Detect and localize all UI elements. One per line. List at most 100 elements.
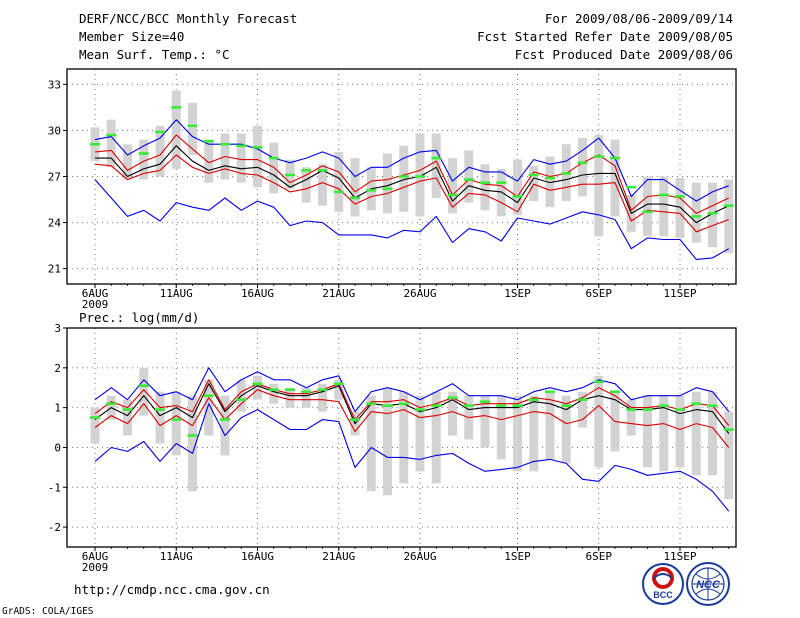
x-tick-label: 21AUG — [322, 550, 355, 563]
ensemble-box — [106, 119, 116, 168]
ensemble-box — [691, 391, 701, 476]
ensemble-box — [448, 391, 457, 436]
series-min-line — [94, 403, 730, 512]
ensemble-box — [383, 153, 392, 214]
ensemble-box — [513, 395, 522, 472]
series-max-line — [94, 367, 730, 413]
series-mean-line — [94, 383, 730, 434]
series-min-line — [94, 179, 730, 260]
temperature-panel: 21 24 27 30 33 6AUG 11AUG 16AUG 21AUG 26AUG 1SEP 6S… — [48, 68, 737, 311]
y-tick-label: 2 — [54, 362, 61, 375]
series-max-line — [94, 119, 729, 202]
ncc-logo-text: NCC — [696, 579, 721, 591]
ncc-logo: NCC — [686, 562, 730, 606]
ensemble-box — [236, 133, 246, 183]
source-url[interactable]: http://cmdp.ncc.cma.gov.cn — [74, 582, 270, 597]
ensemble-box — [464, 150, 474, 203]
series-sd-lower-line — [94, 154, 729, 233]
ensemble-box — [708, 391, 717, 476]
ensemble-box — [480, 395, 490, 448]
ensemble-box — [253, 125, 262, 188]
ensemble-box — [350, 158, 360, 217]
series-sd-lower-line — [94, 389, 730, 448]
ensemble-box — [155, 391, 165, 444]
x-tick-label: 6AUG — [82, 550, 109, 563]
series-mean-line — [95, 145, 730, 224]
ensemble-box — [171, 391, 181, 456]
ensemble-box — [610, 139, 620, 217]
x-tick-label: 11SEP — [663, 550, 696, 563]
x-tick-label: 11SEP — [663, 287, 696, 300]
ensemble-box — [545, 391, 555, 460]
ensemble-box — [431, 391, 441, 484]
ensemble-box — [675, 178, 685, 238]
ensemble-box — [366, 395, 376, 492]
ensemble-box — [675, 395, 685, 468]
ensemble-box — [496, 168, 506, 217]
y-tick-label: -1 — [48, 481, 61, 494]
ensemble-box — [594, 135, 604, 237]
x-year-label: 2009 — [82, 561, 109, 574]
ensemble-box — [415, 395, 425, 472]
ensemble-box — [318, 383, 327, 412]
ensemble-box — [155, 125, 165, 177]
ensemble-box — [578, 138, 587, 197]
x-tick-label: 11AUG — [160, 550, 193, 563]
x-tick-label: 11AUG — [160, 287, 193, 300]
ensemble-box — [480, 164, 490, 211]
ensemble-box — [301, 167, 311, 203]
ensemble-box — [171, 90, 181, 169]
ensemble-box — [724, 411, 734, 500]
ensemble-box — [708, 182, 717, 248]
ensemble-box — [383, 387, 392, 496]
chart-title: DERF/NCC/BCC Monthly Forecast — [79, 11, 297, 26]
ensemble-box — [220, 395, 230, 456]
x-tick-label: 16AUG — [241, 550, 274, 563]
ensemble-box — [594, 375, 604, 468]
ensemble-box — [318, 164, 327, 206]
plot-frame — [66, 68, 737, 285]
y-tick-label: 30 — [48, 124, 61, 137]
y-tick-label: 21 — [48, 263, 61, 276]
ensemble-box — [204, 379, 214, 436]
bcc-logo-text: BCC — [653, 590, 673, 600]
ensemble-box — [496, 395, 506, 460]
ensemble-box — [431, 133, 441, 198]
ensemble-box — [90, 407, 100, 444]
series-sd-upper-line — [94, 379, 730, 426]
ensemble-box — [123, 144, 132, 180]
ensemble-box — [253, 375, 262, 400]
y-tick-label: 33 — [48, 78, 61, 91]
ensemble-box — [399, 391, 409, 484]
ensemble-box — [513, 159, 522, 215]
ensemble-box — [561, 395, 571, 464]
forecast-period: For 2009/08/06-2009/09/14 — [545, 11, 733, 26]
ensemble-box — [529, 395, 539, 472]
ensemble-box — [626, 399, 636, 436]
ensemble-box — [545, 156, 555, 208]
y-tick-label: 0 — [54, 441, 61, 454]
ensemble-box — [285, 387, 295, 408]
ensemble-box — [301, 387, 311, 408]
series-sd-upper-line — [94, 134, 730, 214]
ensemble-box — [269, 383, 279, 404]
ensemble-box — [691, 182, 701, 243]
ensemble-box — [269, 142, 279, 194]
x-year-label: 2009 — [82, 298, 109, 311]
ensemble-box — [724, 179, 734, 254]
temp-variable-label: Mean Surf. Temp.: °C — [79, 47, 230, 62]
x-tick-label: 16AUG — [241, 287, 274, 300]
ensemble-box — [529, 165, 539, 202]
x-tick-label: 26AUG — [403, 287, 436, 300]
x-tick-label: 1SEP — [504, 550, 531, 563]
x-tick-label: 6SEP — [586, 550, 613, 563]
y-tick-label: 24 — [48, 217, 62, 230]
ensemble-box — [448, 158, 457, 214]
ensemble-box — [578, 391, 587, 428]
y-tick-label: 1 — [54, 402, 61, 415]
ensemble-box — [188, 102, 197, 155]
y-tick-label: 3 — [54, 322, 61, 335]
ensemble-box — [415, 133, 425, 217]
prec-variable-label: Prec.: log(mm/d) — [79, 310, 199, 325]
